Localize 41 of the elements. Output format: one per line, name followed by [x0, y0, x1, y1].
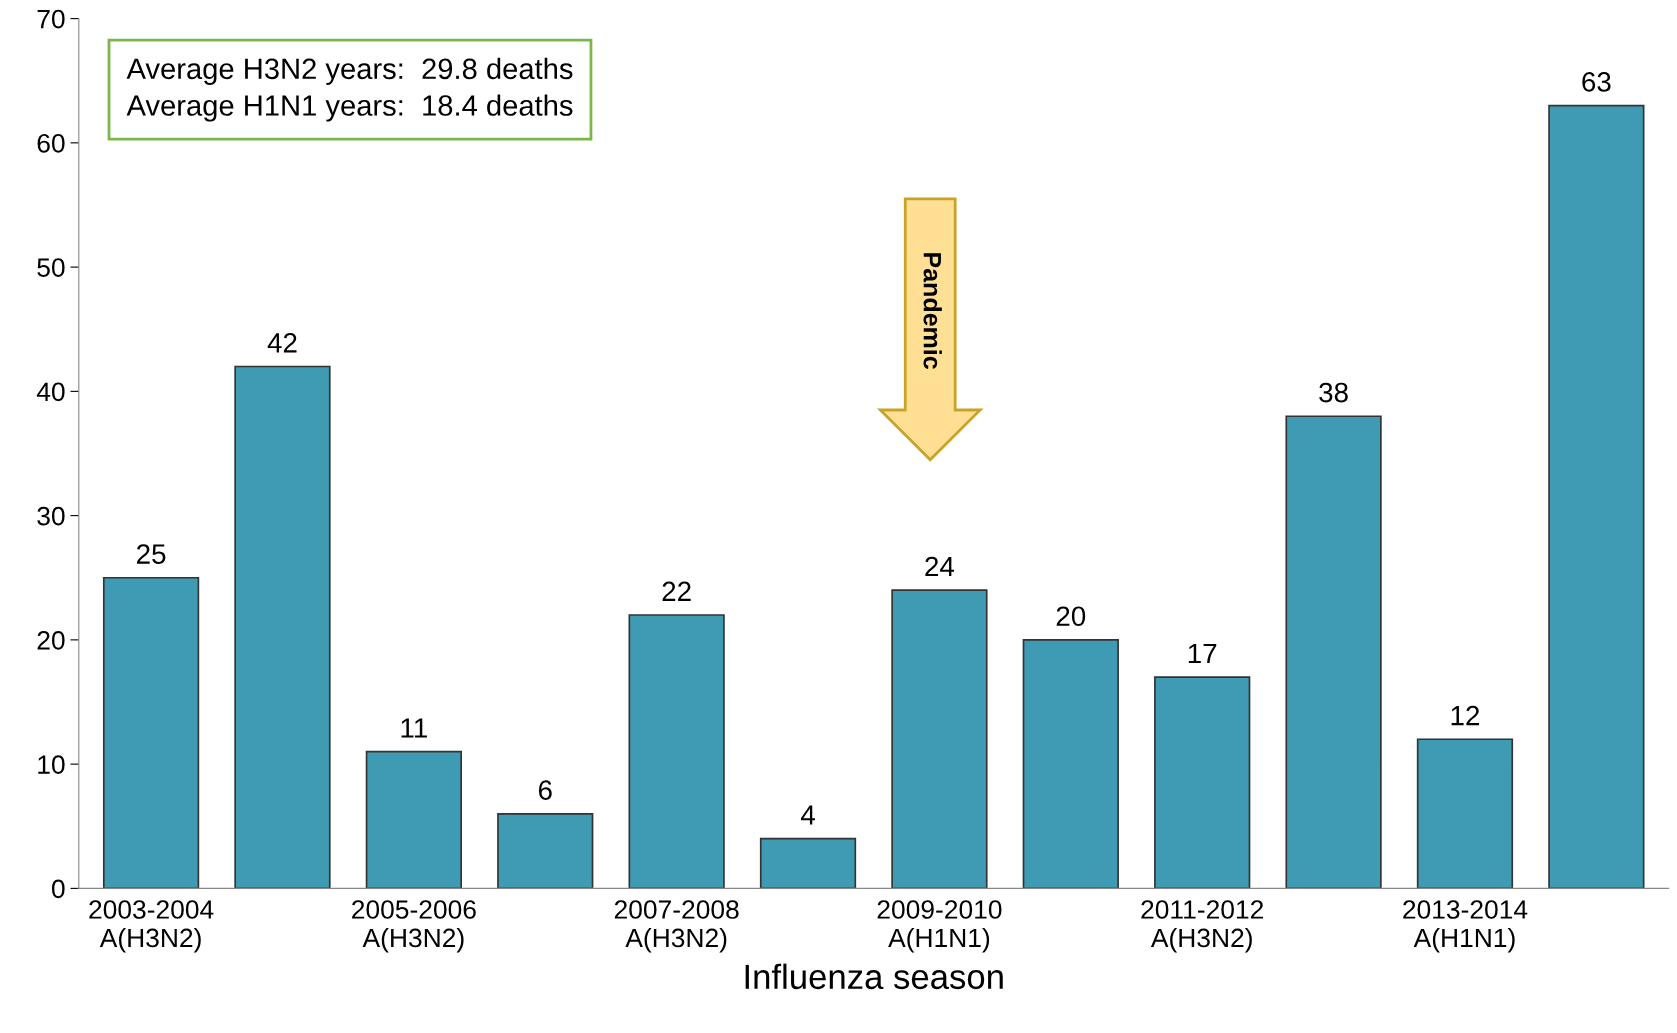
data-label: 4: [800, 805, 815, 825]
bar: [891, 589, 988, 889]
bar: [365, 750, 462, 889]
data-label: 22: [662, 581, 691, 601]
data-label: 42: [267, 333, 297, 353]
x-tick-label: 2011-2012 A(H3N2): [1141, 900, 1263, 953]
bar: [628, 614, 725, 889]
bar: [497, 812, 594, 889]
bar: [234, 365, 331, 889]
y-tick-label: 20: [37, 631, 65, 650]
x-tick-label: 2003-2004 A(H3N2): [89, 900, 214, 953]
bar: [1548, 104, 1645, 889]
bar: [1285, 415, 1382, 889]
data-label: 12: [1451, 705, 1480, 726]
data-label: 11: [401, 718, 427, 738]
data-label: 63: [1582, 72, 1611, 92]
data-label: 17: [1188, 643, 1217, 664]
annotation: Pandemic: [923, 253, 942, 369]
annotation: Average H3N2 years: 29.8 deaths Average H1N1 years: 18.4 deaths: [126, 57, 573, 122]
x-tick-label: 2013-2014 A(H1N1): [1403, 900, 1528, 953]
data-label: 24: [925, 556, 955, 577]
y-tick-label: 50: [37, 258, 65, 277]
bar: [759, 837, 857, 889]
data-label: 6: [538, 780, 552, 800]
y-tick-label: 0: [51, 879, 65, 899]
bar: [1154, 676, 1251, 889]
y-tick-label: 60: [37, 133, 65, 153]
x-tick-label: 2005-2006 A(H3N2): [352, 900, 476, 953]
y-tick-label: 70: [37, 9, 65, 29]
x-tick-label: 2007-2008 A(H3N2): [614, 900, 739, 953]
y-tick-label: 30: [37, 506, 65, 526]
data-label: 25: [137, 544, 166, 564]
bar: [1416, 738, 1514, 889]
data-label: 20: [1056, 606, 1086, 627]
x-axis-title: Influenza season: [745, 963, 1003, 990]
bar: [1022, 639, 1119, 889]
bar: [102, 576, 200, 889]
y-tick-label: 40: [36, 382, 65, 402]
x-tick-label: 2009-2010 A(H1N1): [877, 900, 1002, 953]
data-label: 38: [1319, 382, 1348, 403]
y-tick-label: 10: [38, 755, 65, 774]
